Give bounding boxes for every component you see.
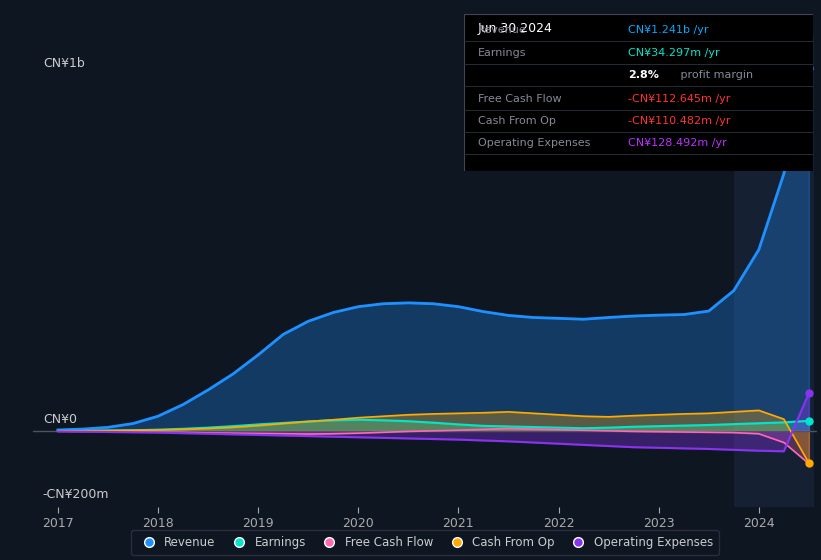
Text: CN¥0: CN¥0: [43, 413, 77, 427]
Text: CN¥34.297m /yr: CN¥34.297m /yr: [628, 48, 719, 58]
Text: CN¥128.492m /yr: CN¥128.492m /yr: [628, 138, 727, 148]
Bar: [734, 36, 814, 507]
Text: CN¥1.241b /yr: CN¥1.241b /yr: [628, 25, 709, 35]
Text: -CN¥200m: -CN¥200m: [43, 488, 109, 501]
Text: Cash From Op: Cash From Op: [478, 115, 556, 125]
Text: -CN¥110.482m /yr: -CN¥110.482m /yr: [628, 115, 731, 125]
FancyBboxPatch shape: [464, 14, 813, 171]
Text: Free Cash Flow: Free Cash Flow: [478, 94, 562, 104]
Text: 2.8%: 2.8%: [628, 70, 658, 80]
Text: -CN¥112.645m /yr: -CN¥112.645m /yr: [628, 94, 730, 104]
Text: Jun 30 2024: Jun 30 2024: [478, 22, 553, 35]
Text: Operating Expenses: Operating Expenses: [478, 138, 590, 148]
Text: CN¥1b: CN¥1b: [43, 57, 85, 70]
Text: Revenue: Revenue: [478, 25, 526, 35]
Legend: Revenue, Earnings, Free Cash Flow, Cash From Op, Operating Expenses: Revenue, Earnings, Free Cash Flow, Cash …: [131, 530, 718, 555]
Text: Earnings: Earnings: [478, 48, 526, 58]
Text: profit margin: profit margin: [677, 70, 753, 80]
